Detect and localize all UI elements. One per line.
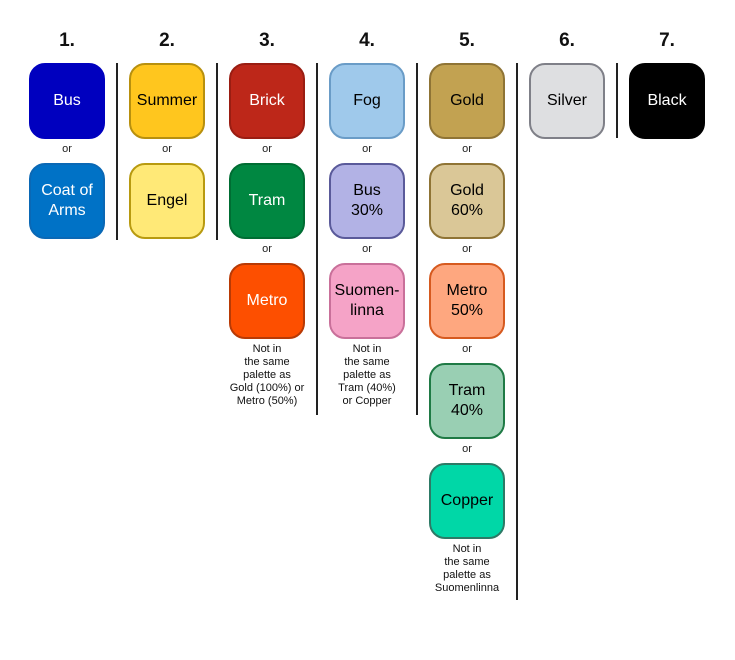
swatch-label: Metro 50% <box>446 282 488 319</box>
or-label: or <box>162 143 172 155</box>
column-divider <box>616 63 618 138</box>
swatch-label: Brick <box>249 92 285 109</box>
column-number: 3. <box>259 30 275 51</box>
swatch-label: Gold <box>450 92 484 109</box>
palette-note: Not in the same palette as Suomenlinna <box>434 543 500 594</box>
color-swatch: Metro <box>229 263 305 339</box>
color-swatch: Copper <box>429 463 505 539</box>
or-label: or <box>462 243 472 255</box>
swatch-label: Summer <box>136 92 198 109</box>
swatch-label: Black <box>647 92 687 109</box>
swatch-label: Coat of Arms <box>41 182 93 219</box>
color-swatch: Engel <box>129 163 205 239</box>
swatch-label: Engel <box>146 192 188 209</box>
column-divider <box>116 63 118 240</box>
or-label: or <box>462 143 472 155</box>
or-label: or <box>362 243 372 255</box>
or-label: or <box>62 143 72 155</box>
swatch-label: Silver <box>546 92 587 109</box>
or-label: or <box>462 343 472 355</box>
color-swatch: Brick <box>229 63 305 139</box>
column-number: 4. <box>359 30 375 51</box>
palette-note: Not in the same palette as Gold (100%) o… <box>229 343 305 407</box>
color-swatch: Tram <box>229 163 305 239</box>
swatch-label: Tram 40% <box>448 382 486 419</box>
column-divider <box>516 63 518 600</box>
color-swatch: Summer <box>129 63 205 139</box>
color-swatch: Bus 30% <box>329 163 405 239</box>
column-number: 2. <box>159 30 175 51</box>
color-swatch: Bus <box>29 63 105 139</box>
column-divider <box>416 63 418 415</box>
color-swatch: Suomen-linna <box>329 263 405 339</box>
or-label: or <box>362 143 372 155</box>
swatch-label: Tram <box>248 192 286 209</box>
column-number: 7. <box>659 30 675 51</box>
column-number: 6. <box>559 30 575 51</box>
color-swatch: Gold 60% <box>429 163 505 239</box>
or-label: or <box>262 143 272 155</box>
column-divider <box>216 63 218 240</box>
swatch-label: Gold 60% <box>450 182 484 219</box>
swatch-label: Bus <box>53 92 81 109</box>
color-swatch: Fog <box>329 63 405 139</box>
color-swatch: Gold <box>429 63 505 139</box>
column-number: 5. <box>459 30 475 51</box>
column-divider <box>316 63 318 415</box>
swatch-label: Bus 30% <box>350 182 384 219</box>
swatch-label: Fog <box>353 92 381 109</box>
swatch-label: Suomen-linna <box>334 282 400 319</box>
color-swatch: Tram 40% <box>429 363 505 439</box>
color-swatch: Metro 50% <box>429 263 505 339</box>
color-swatch: Silver <box>529 63 605 139</box>
color-swatch: Coat of Arms <box>29 163 105 239</box>
or-label: or <box>462 443 472 455</box>
column-number: 1. <box>59 30 75 51</box>
color-swatch: Black <box>629 63 705 139</box>
palette-note: Not in the same palette as Tram (40%) or… <box>338 343 396 407</box>
or-label: or <box>262 243 272 255</box>
swatch-label: Copper <box>440 492 494 509</box>
swatch-label: Metro <box>246 292 288 309</box>
